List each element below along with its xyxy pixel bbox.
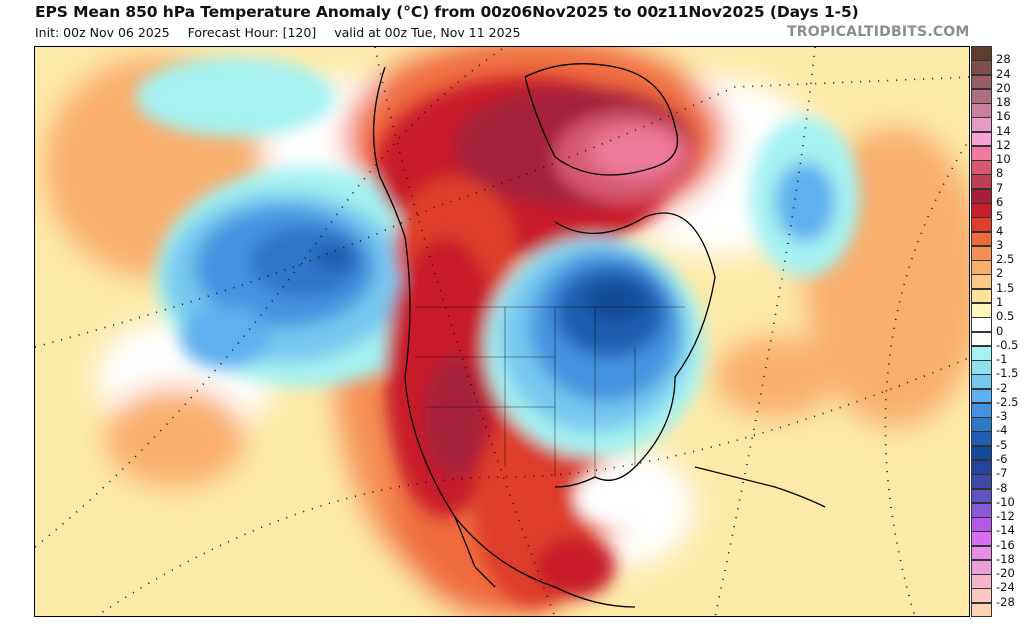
legend-swatch [971, 245, 992, 261]
legend-swatch [971, 445, 992, 461]
legend-label: -24 [996, 580, 1015, 595]
legend-label: -1 [996, 352, 1008, 367]
legend-swatch [971, 502, 992, 518]
legend-swatch [971, 374, 992, 390]
legend-label: -5 [996, 437, 1008, 452]
legend-swatch [971, 203, 992, 218]
legend-label: 28 [996, 52, 1011, 67]
legend-label: 5 [996, 209, 1004, 224]
forecast-hour: Forecast Hour: [120] [187, 25, 317, 40]
legend-swatch [971, 145, 992, 161]
legend-label: 0 [996, 323, 1004, 338]
legend-swatch [971, 459, 992, 475]
legend-swatch [971, 345, 992, 361]
legend-swatch [971, 274, 992, 290]
legend-swatch [971, 302, 992, 318]
legend-label: -3 [996, 409, 1008, 424]
valid-time: valid at 00z Tue, Nov 11 2025 [334, 25, 521, 40]
legend-label: -2 [996, 380, 1008, 395]
legend-swatch [971, 331, 992, 347]
legend-label: 24 [996, 66, 1011, 81]
legend-label: -10 [996, 494, 1015, 509]
legend-label: -1.5 [996, 366, 1019, 381]
legend-label: 1.5 [996, 280, 1015, 295]
legend-swatch [971, 360, 992, 375]
legend-label: -20 [996, 566, 1015, 581]
legend-swatch [971, 60, 992, 76]
legend-label: -2.5 [996, 394, 1019, 409]
state-borders [415, 306, 685, 477]
legend-swatch [971, 88, 992, 104]
legend-label: 4 [996, 223, 1004, 238]
legend-swatch [971, 402, 992, 418]
legend-swatch [971, 545, 992, 561]
init-time: Init: 00z Nov 06 2025 [35, 25, 170, 40]
legend-label: -7 [996, 466, 1008, 481]
legend-label: 6 [996, 195, 1004, 210]
legend-swatch [971, 74, 992, 90]
legend-swatch [971, 174, 992, 190]
map-canvas [35, 47, 969, 616]
legend-label: 7 [996, 180, 1004, 195]
legend-swatch [971, 488, 992, 504]
legend-label: 16 [996, 109, 1011, 124]
legend-label: -12 [996, 509, 1015, 524]
legend-swatch [971, 517, 992, 532]
map-subtitle: Init: 00z Nov 06 2025 Forecast Hour: [12… [35, 25, 534, 40]
legend-swatch [971, 474, 992, 490]
legend-label: -4 [996, 423, 1008, 438]
legend-swatch [971, 288, 992, 304]
legend-swatch [971, 117, 992, 133]
legend-swatch [971, 160, 992, 175]
map-title: EPS Mean 850 hPa Temperature Anomaly (°C… [35, 3, 859, 21]
legend-swatch [971, 317, 992, 332]
legend-label: -0.5 [996, 337, 1019, 352]
legend-swatch [971, 602, 992, 618]
legend-label: -18 [996, 551, 1015, 566]
legend-label: -8 [996, 480, 1008, 495]
legend-label: 8 [996, 166, 1004, 181]
site-brand: TROPICALTIDBITS.COM [787, 24, 970, 40]
legend-label: 2 [996, 266, 1004, 281]
legend-swatch [971, 531, 992, 547]
legend-label: 12 [996, 137, 1011, 152]
legend-swatch [971, 574, 992, 589]
legend-swatch [971, 559, 992, 575]
legend-label: 3 [996, 237, 1004, 252]
legend-label: 10 [996, 152, 1011, 167]
legend-label: -6 [996, 451, 1008, 466]
legend-label: 2.5 [996, 252, 1015, 267]
legend-label: -28 [996, 594, 1015, 609]
legend-label: 20 [996, 80, 1011, 95]
legend-swatch [971, 431, 992, 447]
legend-label: 18 [996, 95, 1011, 110]
anomaly-map [34, 46, 970, 617]
legend-label: -14 [996, 523, 1015, 538]
legend-swatch [971, 231, 992, 247]
legend-swatch [971, 588, 992, 604]
legend-label: 14 [996, 123, 1011, 138]
legend-label: 1 [996, 294, 1004, 309]
legend-swatch [971, 388, 992, 404]
legend-swatch [971, 103, 992, 118]
legend-swatch [971, 46, 992, 61]
legend-label: 0.5 [996, 309, 1015, 324]
coastlines [372, 63, 826, 608]
legend-swatch [971, 260, 992, 275]
legend-swatch [971, 188, 992, 204]
legend-label: -16 [996, 537, 1015, 552]
legend-swatch [971, 131, 992, 147]
legend-swatch [971, 217, 992, 233]
color-legend: 28 24 20 18 16 14 12 10 8 7 6 5 4 3 2.5 2 1.5 1 0.5 0 -0.5 -1… [971, 46, 1024, 618]
legend-swatch [971, 417, 992, 432]
